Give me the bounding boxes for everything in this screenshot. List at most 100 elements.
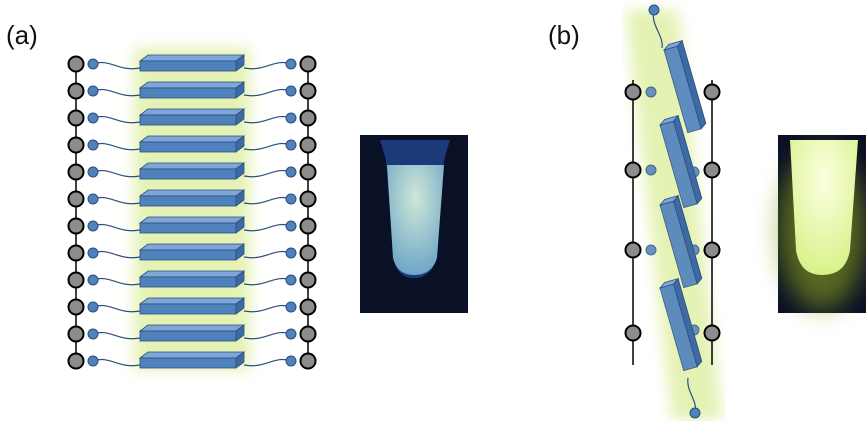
head (626, 163, 641, 178)
diagram: (a) (b) (0, 0, 866, 421)
ball (88, 329, 98, 339)
ball (88, 194, 98, 204)
tail (244, 332, 291, 338)
head (69, 246, 84, 261)
tail (93, 251, 140, 257)
tail (244, 251, 291, 257)
slab-top (140, 352, 244, 358)
ball (88, 167, 98, 177)
head (69, 138, 84, 153)
tail (244, 197, 291, 203)
panel-label: (b) (548, 20, 580, 50)
slab (140, 169, 236, 179)
slab (140, 331, 236, 341)
ball (286, 275, 296, 285)
tail (244, 89, 291, 95)
slab-top (140, 271, 244, 277)
head (69, 84, 84, 99)
figure: (a) (b) (0, 0, 866, 421)
ball (649, 5, 659, 15)
ball (646, 165, 656, 175)
ball (88, 248, 98, 258)
slab (140, 88, 236, 98)
panel-label: (a) (6, 20, 38, 50)
head (301, 273, 316, 288)
ball (88, 356, 98, 366)
ball (286, 113, 296, 123)
head (69, 300, 84, 315)
head (69, 219, 84, 234)
head (69, 57, 84, 72)
head (69, 354, 84, 369)
ball (690, 408, 700, 418)
head (301, 84, 316, 99)
ball (646, 87, 656, 97)
slab-top (140, 163, 244, 169)
tail (93, 305, 140, 311)
ball (88, 140, 98, 150)
ball (286, 59, 296, 69)
slab (140, 142, 236, 152)
ball (286, 302, 296, 312)
slab-top (140, 325, 244, 331)
head (301, 192, 316, 207)
tail (244, 359, 291, 365)
head (301, 57, 316, 72)
ball (286, 194, 296, 204)
slab (140, 250, 236, 260)
ball (88, 275, 98, 285)
tail (244, 224, 291, 230)
head (301, 165, 316, 180)
slab (140, 196, 236, 206)
head (705, 85, 720, 100)
tail (93, 278, 140, 284)
tail (93, 224, 140, 230)
slab (140, 304, 236, 314)
slab-top (140, 244, 244, 250)
slab (140, 115, 236, 125)
head (301, 246, 316, 261)
tail (244, 116, 291, 122)
slab-top (140, 217, 244, 223)
head (301, 354, 316, 369)
slab (140, 358, 236, 368)
ball (286, 140, 296, 150)
ball (286, 248, 296, 258)
head (626, 85, 641, 100)
head (705, 243, 720, 258)
head (301, 219, 316, 234)
tail (93, 116, 140, 122)
ball (286, 86, 296, 96)
slab-top (140, 298, 244, 304)
tube-liquid (387, 165, 444, 275)
tail (93, 89, 140, 95)
head (705, 326, 720, 341)
ball (286, 167, 296, 177)
head (705, 163, 720, 178)
tail (93, 62, 140, 68)
head (301, 300, 316, 315)
slab (140, 61, 236, 71)
tail (244, 143, 291, 149)
head (69, 192, 84, 207)
slab-top (140, 55, 244, 61)
ball (88, 302, 98, 312)
slab-top (140, 109, 244, 115)
tail (244, 278, 291, 284)
tail (93, 332, 140, 338)
ball (646, 245, 656, 255)
tail (244, 305, 291, 311)
tube-liquid (790, 140, 858, 275)
head (626, 326, 641, 341)
head (69, 273, 84, 288)
tail (93, 197, 140, 203)
ball (88, 113, 98, 123)
head (626, 243, 641, 258)
head (301, 111, 316, 126)
head (69, 111, 84, 126)
slab-top (140, 82, 244, 88)
tail (93, 170, 140, 176)
head (69, 327, 84, 342)
slab (140, 277, 236, 287)
tail (244, 170, 291, 176)
